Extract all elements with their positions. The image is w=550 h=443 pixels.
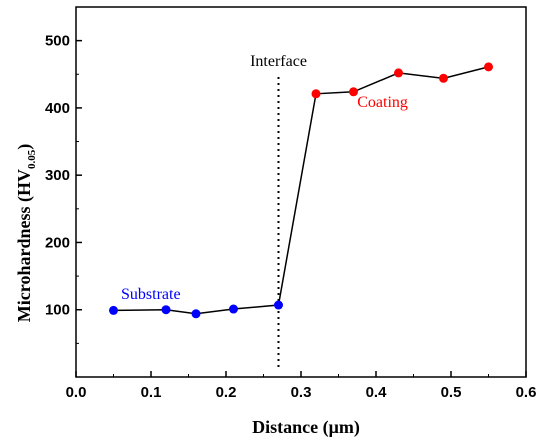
data-point: [484, 62, 493, 72]
y-tick-label: 200: [45, 234, 70, 251]
data-point: [191, 309, 201, 319]
annotations: Substrate Coating: [121, 94, 408, 303]
axis-ticks: [75, 39, 527, 377]
region-label: Substrate: [121, 286, 181, 303]
series-line: [113, 66, 489, 315]
y-axis-title-end: ): [14, 144, 35, 150]
data-point: [229, 304, 238, 314]
y-axis-title-subscript: 0.05: [26, 149, 38, 169]
y-axis-title-main: Microhardness (HV: [14, 169, 35, 322]
interface-label: Interface: [250, 53, 307, 70]
x-tick-label: 0.4: [366, 384, 388, 401]
y-tick-label: 100: [45, 302, 70, 319]
x-tick-label: 0.6: [516, 384, 537, 401]
x-axis-title: Distance (μm): [252, 417, 360, 438]
x-tick-label: 0.0: [66, 384, 87, 401]
y-tick-label: 400: [45, 100, 70, 117]
data-point: [161, 305, 171, 315]
x-tick-label: 0.5: [441, 384, 462, 401]
y-axis-title: Microhardness (HV0.05): [14, 144, 38, 322]
data-point: [349, 87, 358, 97]
data-point: [109, 305, 118, 315]
data-point: [311, 89, 321, 99]
y-tick-label: 300: [45, 167, 70, 184]
tick-labels: 0.0 0.1 0.2 0.3 0.4 0.5 0.6 100 200 300 400 500: [45, 33, 536, 401]
data-point: [274, 300, 283, 310]
x-tick-label: 0.2: [216, 384, 237, 401]
data-point: [394, 68, 403, 78]
interface-marker: Interface: [250, 53, 307, 370]
y-tick-label: 500: [45, 33, 70, 50]
x-tick-label: 0.3: [291, 384, 312, 401]
connecting-line: [113, 66, 489, 315]
data-point: [439, 73, 448, 83]
x-tick-label: 0.1: [141, 384, 162, 401]
region-label: Coating: [357, 94, 408, 111]
data-points: [109, 62, 493, 319]
